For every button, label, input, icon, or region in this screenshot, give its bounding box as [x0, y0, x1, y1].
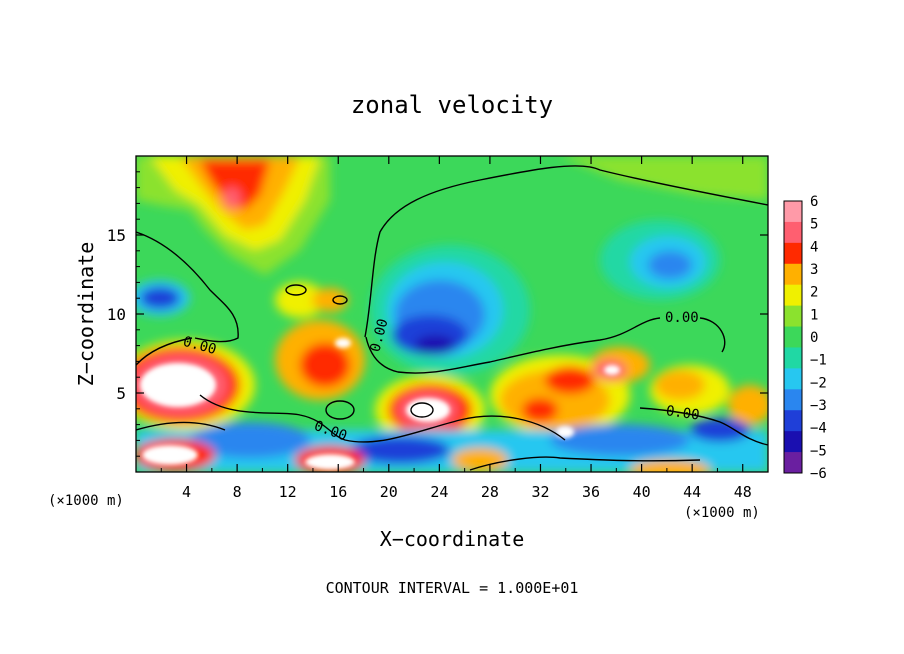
colorbar-frame	[783, 200, 803, 474]
colorbar-tick-label: −3	[810, 398, 827, 414]
x-tick-label: 36	[582, 483, 600, 501]
x-tick-label: 16	[329, 483, 347, 501]
x-tick-label: 12	[279, 483, 297, 501]
colorbar-swatch	[784, 242, 802, 265]
x-tick-label: 32	[531, 483, 549, 501]
x-tick-label: 28	[481, 483, 499, 501]
x-tick-label: 24	[430, 483, 448, 501]
colorbar-tick-label: 6	[810, 194, 818, 210]
colorbar-swatch	[784, 389, 802, 411]
colorbar-tick-label: 3	[810, 262, 818, 278]
colorbar-tick-label: −6	[810, 466, 827, 482]
colorbar-swatch	[784, 347, 802, 369]
colorbar-tick-label: −5	[810, 443, 827, 459]
colorbar-swatch	[784, 221, 802, 244]
chart-title: zonal velocity	[351, 91, 553, 119]
colorbar-tick-label: 2	[810, 285, 818, 301]
y-axis: 5 10 15	[107, 171, 768, 457]
colorbar-tick-label: −4	[810, 421, 827, 437]
colorbar-swatch	[784, 410, 802, 432]
z-unit-note: (×1000 m)	[48, 493, 124, 509]
y-tick-label: 10	[107, 305, 126, 324]
colorbar: 6 5 4 3 2 1 0 −1 −2 −3 −4 −5 −6	[783, 194, 827, 482]
colorbar-swatch	[784, 284, 802, 307]
y-tick-label: 5	[116, 384, 126, 403]
x-unit-note: (×1000 m)	[684, 505, 760, 521]
colorbar-swatch	[784, 368, 802, 390]
x-tick-label: 48	[734, 483, 752, 501]
colorbar-tick-label: 0	[810, 330, 818, 346]
colorbar-swatch	[784, 431, 802, 453]
x-tick-label: 4	[182, 483, 191, 501]
x-tick-label: 40	[633, 483, 651, 501]
colorbar-swatch	[784, 305, 802, 328]
colorbar-tick-label: −2	[810, 375, 827, 391]
contour-label: 0.00	[665, 310, 699, 326]
y-axis-label: Z−coordinate	[74, 242, 98, 387]
colorbar-tick-label: 4	[810, 239, 818, 255]
y-tick-label: 15	[107, 226, 126, 245]
contour-label: 0.00	[665, 403, 701, 424]
x-tick-label: 8	[233, 483, 242, 501]
colorbar-swatch	[784, 452, 802, 474]
colorbar-swatch	[784, 201, 802, 223]
x-tick-label: 44	[683, 483, 701, 501]
heatmap-field: 0.00 0.00 0.00 0.00 0.00	[136, 156, 768, 472]
colorbar-swatch	[784, 326, 802, 348]
colorbar-swatch	[784, 263, 802, 286]
colorbar-tick-label: 1	[810, 307, 818, 323]
x-axis-label: X−coordinate	[380, 527, 525, 551]
x-tick-label: 20	[380, 483, 398, 501]
colorbar-tick-label: −1	[810, 353, 827, 369]
contour-interval-note: CONTOUR INTERVAL = 1.000E+01	[326, 579, 579, 597]
x-axis: 4 8 12 16 20 24 28 32 36 40 44 48	[160, 156, 752, 501]
colorbar-tick-label: 5	[810, 217, 818, 233]
